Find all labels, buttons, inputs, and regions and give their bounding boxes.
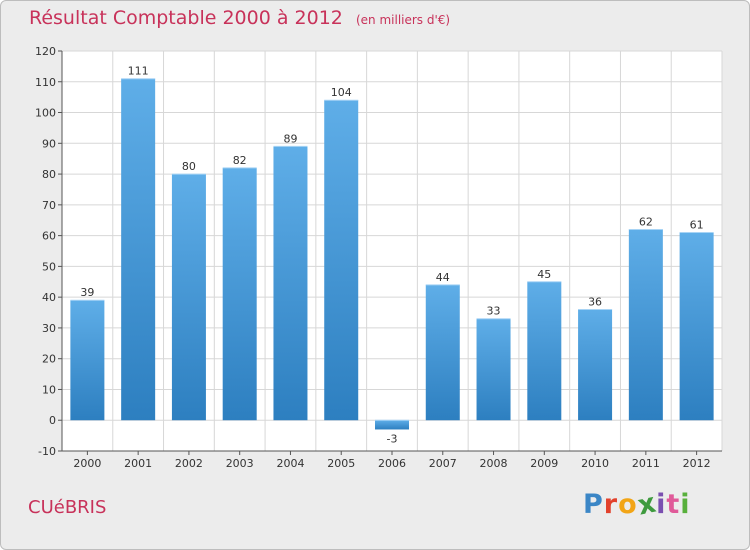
x-tick-label: 2004 bbox=[276, 457, 304, 470]
x-tick-label: 2012 bbox=[683, 457, 711, 470]
y-tick-label: 70 bbox=[42, 199, 56, 212]
y-tick-label: 100 bbox=[35, 107, 56, 120]
y-tick-label: 80 bbox=[42, 168, 56, 181]
data-label: 82 bbox=[233, 154, 247, 167]
y-tick-label: 0 bbox=[49, 414, 56, 427]
data-label: 33 bbox=[487, 305, 501, 318]
data-label: 39 bbox=[80, 286, 94, 299]
plot-area bbox=[62, 51, 722, 451]
data-label: 36 bbox=[588, 295, 602, 308]
chart-title-row: Résultat Comptable 2000 à 2012 (en milli… bbox=[29, 7, 450, 29]
x-tick-label: 2006 bbox=[378, 457, 406, 470]
bar bbox=[121, 78, 156, 421]
bar bbox=[222, 167, 257, 421]
x-tick-label: 2008 bbox=[480, 457, 508, 470]
data-label: 89 bbox=[283, 132, 297, 145]
logo-letter: t bbox=[666, 489, 681, 520]
bar bbox=[375, 420, 409, 430]
y-tick-label: 10 bbox=[42, 383, 56, 396]
data-label: 61 bbox=[690, 219, 704, 232]
data-label: 62 bbox=[639, 215, 653, 228]
x-tick-label: 2005 bbox=[327, 457, 355, 470]
data-label: 80 bbox=[182, 160, 196, 173]
x-tick-label: 2001 bbox=[124, 457, 152, 470]
x-tick-label: 2002 bbox=[175, 457, 203, 470]
bars bbox=[70, 78, 714, 430]
x-tick-label: 2009 bbox=[530, 457, 558, 470]
x-tick-label: 2000 bbox=[73, 457, 101, 470]
y-tick-label: 110 bbox=[35, 76, 56, 89]
y-tick-label: 90 bbox=[42, 137, 56, 150]
chart-subtitle: (en milliers d'€) bbox=[355, 13, 451, 27]
bar bbox=[324, 100, 359, 421]
logo-letter: r bbox=[603, 489, 619, 520]
bar bbox=[527, 281, 562, 421]
commune-name: CUéBRIS bbox=[28, 497, 107, 518]
y-tick-label: 40 bbox=[42, 291, 56, 304]
data-label: -3 bbox=[387, 432, 398, 445]
logo-letter: o bbox=[618, 489, 638, 520]
proxiti-logo: Proxiti bbox=[583, 487, 691, 521]
x-tick-label: 2010 bbox=[581, 457, 609, 470]
bar bbox=[70, 300, 105, 421]
data-label: 44 bbox=[436, 271, 450, 284]
bar bbox=[628, 229, 663, 421]
bar bbox=[425, 284, 460, 421]
y-tick-label: 120 bbox=[35, 45, 56, 58]
y-tick-label: 30 bbox=[42, 322, 56, 335]
y-tick-label: 50 bbox=[42, 260, 56, 273]
chart-title: Résultat Comptable 2000 à 2012 bbox=[29, 7, 343, 29]
axes bbox=[58, 50, 722, 455]
x-tick-label: 2003 bbox=[226, 457, 254, 470]
data-label: 111 bbox=[128, 65, 149, 78]
data-label: 104 bbox=[331, 86, 352, 99]
logo-letter: i bbox=[680, 489, 691, 520]
bar bbox=[679, 232, 714, 421]
bar bbox=[476, 318, 511, 421]
y-tick-label: -10 bbox=[38, 445, 56, 458]
y-tick-label: 60 bbox=[42, 230, 56, 243]
labels: -10 0 10 20 30 40 50 60 70 80 90 100 110 120 39 2000 111… bbox=[35, 45, 711, 470]
bar bbox=[273, 146, 308, 421]
logo-letter: i bbox=[656, 489, 667, 520]
x-tick-label: 2007 bbox=[429, 457, 457, 470]
logo-letter: P bbox=[583, 489, 604, 520]
x-tick-label: 2011 bbox=[632, 457, 660, 470]
data-label: 45 bbox=[537, 268, 551, 281]
y-tick-label: 20 bbox=[42, 353, 56, 366]
bar bbox=[578, 309, 613, 421]
bar bbox=[171, 174, 206, 421]
